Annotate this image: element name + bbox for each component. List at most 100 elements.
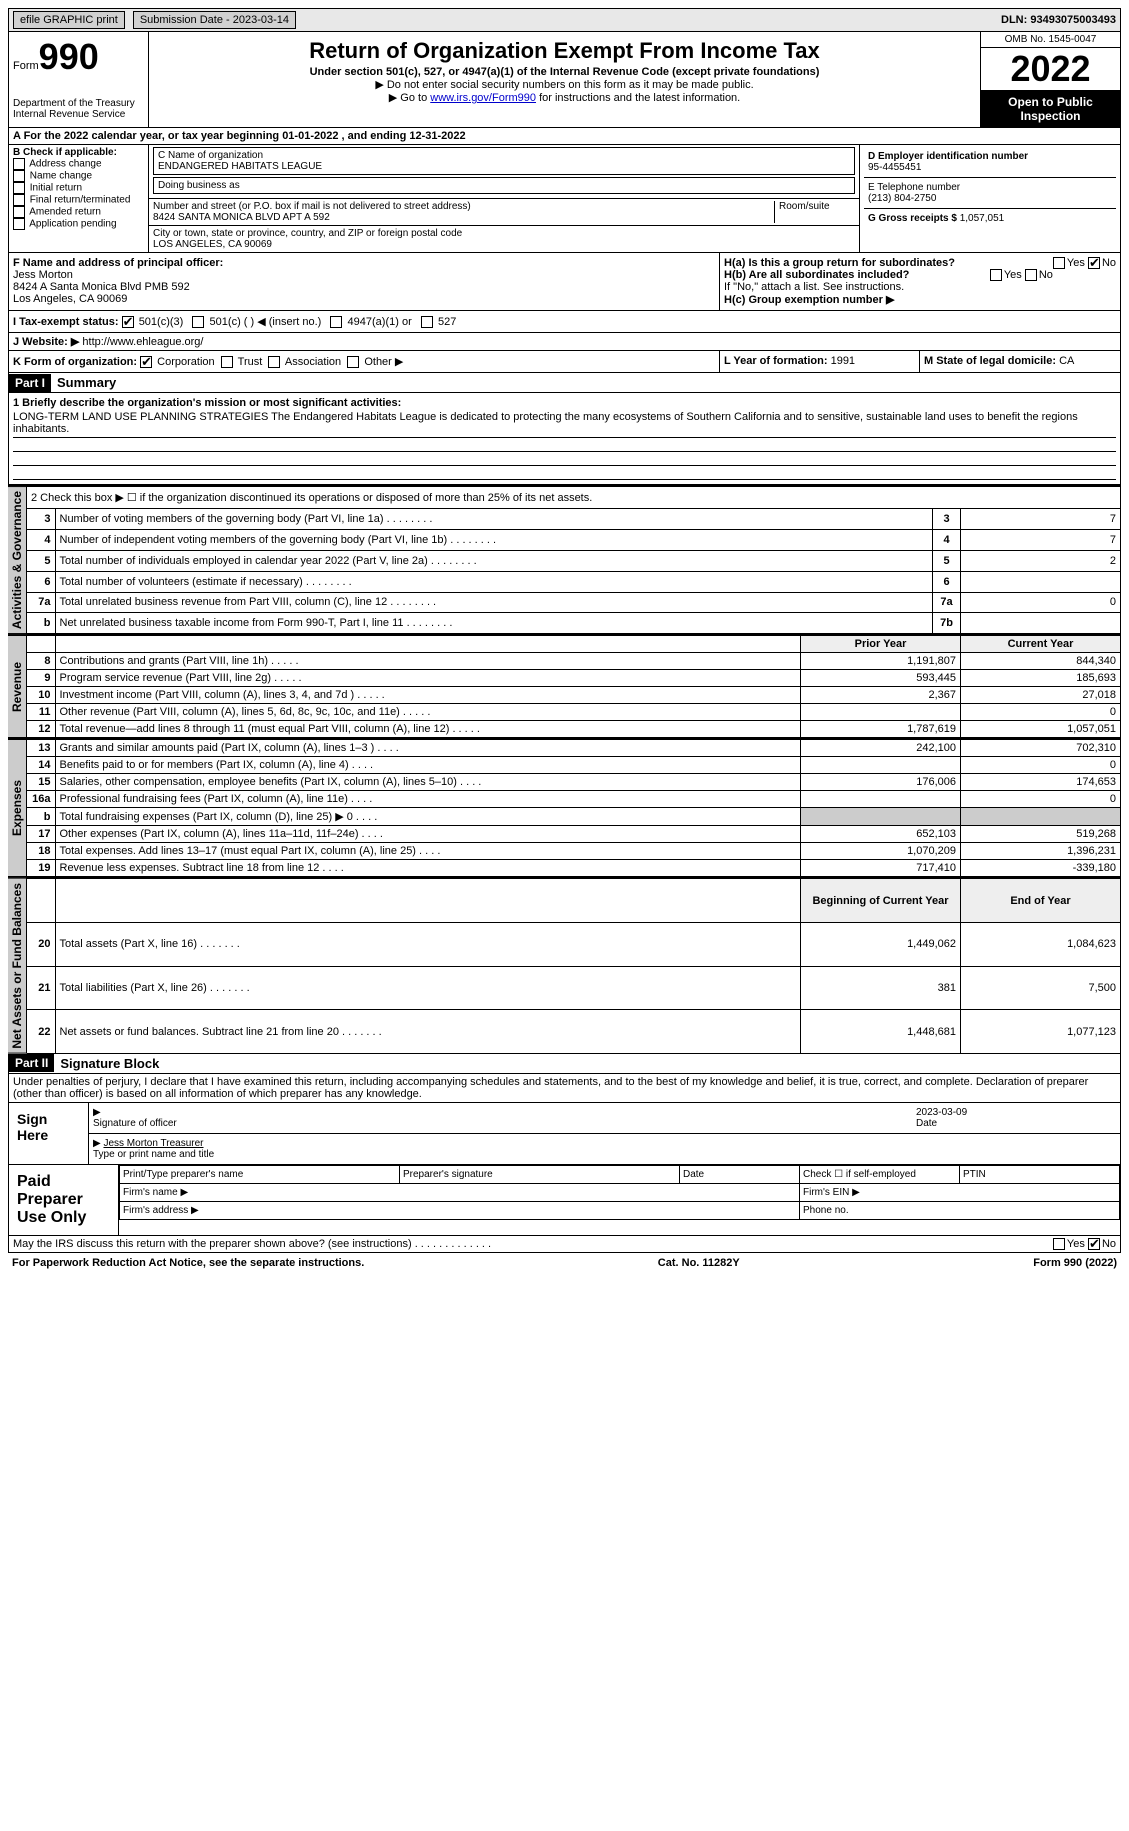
- boxb-item: Name change: [13, 170, 144, 182]
- part1-title: Summary: [51, 373, 122, 392]
- footer-right: Form 990 (2022): [1033, 1257, 1117, 1269]
- part1-header: Part I Summary: [8, 373, 1121, 393]
- mission-block: 1 Briefly describe the organization's mi…: [8, 393, 1121, 485]
- 4947-checkbox[interactable]: [330, 316, 342, 328]
- type-print-label: Type or print name and title: [93, 1149, 214, 1160]
- officer-group-block: F Name and address of principal officer:…: [8, 253, 1121, 311]
- assoc-checkbox[interactable]: [268, 356, 280, 368]
- table-row: 14Benefits paid to or for members (Part …: [27, 757, 1121, 774]
- boxb-item: Address change: [13, 158, 144, 170]
- sig-officer-label: Signature of officer: [93, 1118, 177, 1129]
- sign-here-block: Sign Here ▶Signature of officer 2023-03-…: [8, 1103, 1121, 1165]
- declaration: Under penalties of perjury, I declare th…: [8, 1074, 1121, 1103]
- table-row: 8Contributions and grants (Part VIII, li…: [27, 653, 1121, 670]
- tax-year: 2022: [981, 48, 1120, 91]
- netassets-section: Net Assets or Fund Balances Beginning of…: [8, 877, 1121, 1054]
- ha-no-checkbox[interactable]: [1088, 257, 1100, 269]
- begin-year-hdr: Beginning of Current Year: [801, 879, 961, 923]
- table-row: bNet unrelated business taxable income f…: [27, 613, 1121, 634]
- discuss-label: May the IRS discuss this return with the…: [13, 1238, 412, 1250]
- prep-check-label: Check ☐ if self-employed: [800, 1165, 960, 1183]
- prep-addr-label: Firm's address ▶: [120, 1201, 800, 1219]
- ein-value: 95-4455451: [868, 162, 1112, 173]
- top-toolbar: efile GRAPHIC print Submission Date - 20…: [8, 8, 1121, 32]
- entity-block: B Check if applicable: Address change Na…: [8, 145, 1121, 253]
- table-row: 16aProfessional fundraising fees (Part I…: [27, 791, 1121, 808]
- 501c-checkbox[interactable]: [192, 316, 204, 328]
- street-label: Number and street (or P.O. box if mail i…: [153, 201, 774, 212]
- box-e-label: E Telephone number: [868, 182, 1112, 193]
- vtab-expenses: Expenses: [8, 739, 27, 877]
- domicile-state: CA: [1059, 355, 1074, 367]
- part2-badge: Part II: [9, 1054, 54, 1072]
- box-l-label: L Year of formation:: [724, 355, 828, 367]
- tax-status-row: I Tax-exempt status: 501(c)(3) 501(c) ( …: [8, 311, 1121, 333]
- corp-checkbox[interactable]: [140, 356, 152, 368]
- boxb-checkbox[interactable]: [13, 158, 25, 170]
- table-row: 3Number of voting members of the governi…: [27, 509, 1121, 530]
- website-url: http://www.ehleague.org/: [82, 336, 203, 348]
- table-row: 7aTotal unrelated business revenue from …: [27, 592, 1121, 613]
- boxb-checkbox[interactable]: [13, 170, 25, 182]
- table-row: 9Program service revenue (Part VIII, lin…: [27, 670, 1121, 687]
- hb-yes-checkbox[interactable]: [990, 269, 1002, 281]
- other-checkbox[interactable]: [347, 356, 359, 368]
- 501c3-checkbox[interactable]: [122, 316, 134, 328]
- boxb-checkbox[interactable]: [13, 218, 25, 230]
- table-row: 4Number of independent voting members of…: [27, 530, 1121, 551]
- omb-label: OMB No. 1545-0047: [981, 32, 1120, 48]
- form-number: 990: [39, 36, 99, 77]
- prep-ein-label: Firm's EIN ▶: [800, 1183, 1120, 1201]
- dln-label: DLN: 93493075003493: [1001, 14, 1116, 26]
- table-row: 20Total assets (Part X, line 16) . . . .…: [27, 922, 1121, 966]
- boxb-item: Final return/terminated: [13, 194, 144, 206]
- boxb-checkbox[interactable]: [13, 182, 25, 194]
- city-value: LOS ANGELES, CA 90069: [153, 239, 855, 250]
- officer-name: Jess Morton: [13, 269, 715, 281]
- boxb-item: Application pending: [13, 218, 144, 230]
- 527-checkbox[interactable]: [421, 316, 433, 328]
- boxb-checkbox[interactable]: [13, 194, 25, 206]
- submission-date-label: Submission Date - 2023-03-14: [133, 11, 296, 29]
- ha-yes-checkbox[interactable]: [1053, 257, 1065, 269]
- boxb-item: Amended return: [13, 206, 144, 218]
- box-f-label: F Name and address of principal officer:: [13, 257, 715, 269]
- form-title: Return of Organization Exempt From Incom…: [153, 38, 976, 64]
- prep-name-label: Print/Type preparer's name: [120, 1165, 400, 1183]
- paid-preparer-block: Paid Preparer Use Only Print/Type prepar…: [8, 1165, 1121, 1236]
- note2-prefix: ▶ Go to: [389, 92, 430, 104]
- klm-row: K Form of organization: Corporation Trus…: [8, 351, 1121, 373]
- efile-print-button[interactable]: efile GRAPHIC print: [13, 11, 125, 29]
- sig-date: 2023-03-09: [916, 1107, 967, 1118]
- box-k-label: K Form of organization:: [13, 356, 137, 368]
- part2-header: Part II Signature Block: [8, 1054, 1121, 1074]
- vtab-governance: Activities & Governance: [8, 486, 27, 634]
- form-note1: ▶ Do not enter social security numbers o…: [153, 78, 976, 91]
- open-inspection-label: Open to Public Inspection: [981, 91, 1120, 127]
- box-c-name-label: C Name of organization: [158, 150, 850, 161]
- governance-section: Activities & Governance 2 Check this box…: [8, 485, 1121, 634]
- part2-title: Signature Block: [54, 1054, 165, 1073]
- hb-no-checkbox[interactable]: [1025, 269, 1037, 281]
- footer-left: For Paperwork Reduction Act Notice, see …: [12, 1257, 364, 1269]
- box-i-label: I Tax-exempt status:: [13, 316, 119, 328]
- boxb-item: Initial return: [13, 182, 144, 194]
- org-name: ENDANGERED HABITATS LEAGUE: [158, 161, 850, 172]
- boxb-checkbox[interactable]: [13, 206, 25, 218]
- discuss-yes-checkbox[interactable]: [1053, 1238, 1065, 1250]
- trust-checkbox[interactable]: [221, 356, 233, 368]
- officer-addr1: 8424 A Santa Monica Blvd PMB 592: [13, 281, 715, 293]
- table-row: 21Total liabilities (Part X, line 26) . …: [27, 966, 1121, 1010]
- discuss-no-checkbox[interactable]: [1088, 1238, 1100, 1250]
- room-label: Room/suite: [775, 201, 855, 223]
- hb-note: If "No," attach a list. See instructions…: [724, 281, 1116, 293]
- phone-value: (213) 804-2750: [868, 193, 1112, 204]
- prep-date-label: Date: [680, 1165, 800, 1183]
- instructions-link[interactable]: www.irs.gov/Form990: [430, 92, 536, 104]
- line2: 2 Check this box ▶ ☐ if the organization…: [27, 487, 1121, 509]
- mission-text: LONG-TERM LAND USE PLANNING STRATEGIES T…: [13, 409, 1116, 438]
- vtab-netassets: Net Assets or Fund Balances: [8, 878, 27, 1054]
- revenue-section: Revenue Prior Year Current Year 8Contrib…: [8, 634, 1121, 738]
- table-row: 5Total number of individuals employed in…: [27, 550, 1121, 571]
- officer-addr2: Los Angeles, CA 90069: [13, 293, 715, 305]
